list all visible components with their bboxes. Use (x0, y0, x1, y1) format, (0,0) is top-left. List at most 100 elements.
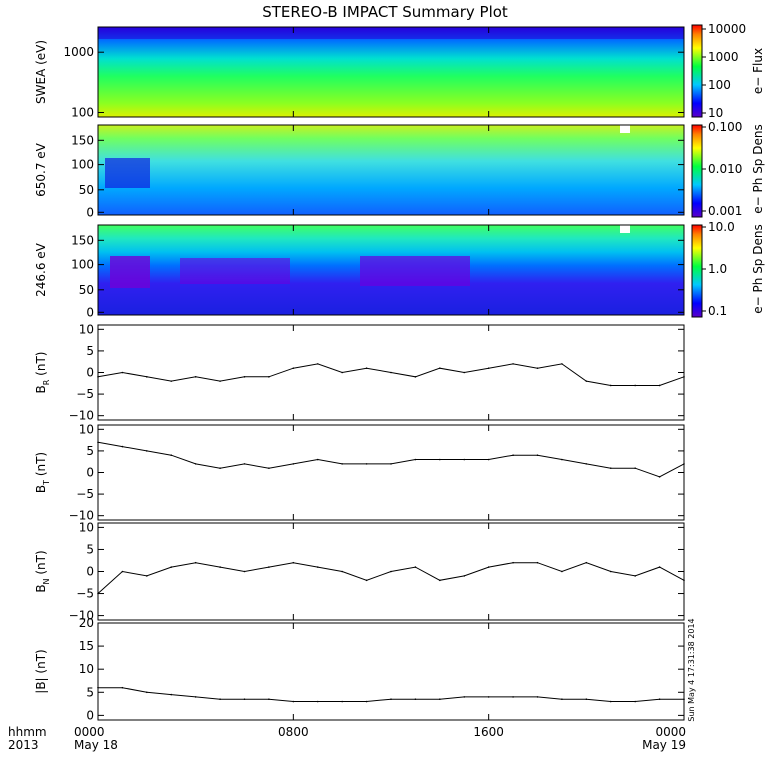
panel-3-data-point (121, 371, 124, 374)
pad650-low-region (105, 158, 150, 188)
panel-6-data-point (194, 696, 197, 698)
panel-6-data-point (292, 700, 295, 703)
panel-6-data-point (316, 700, 319, 703)
panel-3-ytick-label: 10 (79, 322, 94, 336)
panel-6-data-point (243, 698, 246, 701)
panel-3-data-point (292, 367, 295, 369)
pad246-low-region-b (180, 258, 290, 284)
pitch-angle-650eV-spectrogram (98, 125, 684, 215)
swea-energy-spectrogram (98, 27, 684, 117)
panel-2-ytick-label: 50 (79, 283, 94, 297)
panel-4-data-point (585, 463, 588, 465)
panel-6-data-point (219, 698, 221, 701)
panel-5-data-point (536, 561, 539, 564)
panel-1-ytick-label: 100 (71, 158, 94, 172)
panel-5-ytick-label: −5 (76, 587, 94, 601)
panel-4-data-point (512, 454, 514, 457)
panel-5-ytick-label: 0 (86, 565, 94, 579)
colorbar-1-tick-label: 0.100 (708, 120, 742, 134)
panel-6-data-point (463, 696, 466, 698)
panel-4-data-point (390, 463, 392, 465)
panel-3-data-point (609, 384, 612, 387)
ylabel-main: B (34, 584, 48, 592)
panel-3-data-point (414, 376, 417, 378)
panel-6-data-point (585, 698, 588, 701)
panel-6-data-point (97, 686, 99, 689)
x-tick-label: 0000 (655, 725, 686, 739)
panel-6-data-point (414, 698, 417, 701)
colorbar-2-label: e− Ph Sp Dens (751, 224, 765, 313)
panel-5-data-point (512, 561, 514, 564)
panel-3-data-point (634, 384, 636, 387)
panel-5-data-point (414, 566, 417, 568)
colorbar-1-tick-label: 0.010 (708, 162, 742, 176)
panel-5-data-point (268, 566, 270, 568)
panel-5-data-point (243, 570, 246, 573)
panel-3-ytick-label: −10 (69, 409, 94, 423)
panel-3-data-point (487, 367, 490, 369)
panel-6-ytick-label: 5 (86, 685, 94, 699)
panel-4-data-point (634, 467, 636, 469)
x-axis-year-label: 2013 (8, 738, 39, 752)
panel-6-data-point (121, 686, 124, 689)
figure-title: STEREO-B IMPACT Summary Plot (262, 3, 508, 21)
swea-heatmap-fill (98, 27, 684, 117)
panel-6-data-point (365, 700, 368, 703)
panel-6-data-point (634, 700, 636, 703)
panel-5-data-point (634, 575, 636, 577)
pitch-angle-246eV-spectrogram (98, 225, 684, 315)
colorbar-swea (691, 24, 703, 118)
panel-4-data-point (365, 463, 368, 465)
colorbar-pad246 (691, 224, 703, 318)
panel-6-data-point (512, 696, 514, 698)
pad650-heatmap-fill (98, 125, 684, 215)
panel-6-data-point (658, 698, 661, 701)
panel-4-data-point (683, 463, 685, 465)
panel-4-data-point (658, 476, 661, 478)
panel-6-data-point (341, 700, 343, 703)
panel-4-data-point (414, 458, 417, 461)
panel-3-ytick-label: −5 (76, 387, 94, 401)
panel-4-ytick-label: −5 (76, 487, 94, 501)
panel-3-data-point (463, 371, 466, 374)
panel-5-data-point (463, 575, 466, 577)
panel-0-ytick-label: 100 (71, 106, 94, 120)
panel-5-data-point (683, 579, 685, 582)
panel-4-data-point (292, 463, 295, 465)
panel-3-data-point (365, 367, 368, 369)
colorbar-1-tick-label: 0.001 (708, 204, 742, 218)
panel-1-frame (97, 124, 685, 216)
ylabel-main: B (34, 385, 48, 393)
panel-6-ytick-label: 10 (79, 662, 94, 676)
swea-heatmap-top-band (98, 27, 684, 39)
panel-1-ylabel: 650.7 eV (34, 142, 48, 197)
panel-4-ylabel: BT (nT) (34, 452, 51, 493)
panel-6-data-point (487, 696, 490, 698)
panel-4-data-point (243, 463, 246, 465)
colorbar-0-tick-label: 10000 (708, 22, 746, 36)
panel-2-frame (97, 224, 685, 316)
panel-4-data-point (121, 445, 124, 448)
panel-4-data-point (268, 467, 270, 469)
panel-3-data-point (316, 363, 319, 365)
generation-timestamp: Sun May 4 17:31:38 2014 (687, 618, 696, 721)
panel-4-data-point (561, 458, 563, 461)
panel-6-ytick-label: 15 (79, 639, 94, 653)
panel-3-data-point (268, 376, 270, 378)
panel-3-data-point (243, 376, 246, 378)
pad246-data-gap (620, 225, 630, 233)
panel-4-data-point (316, 458, 319, 461)
colorbar-0-tick-label: 100 (708, 78, 731, 92)
panel-2-ytick-label: 150 (71, 233, 94, 247)
panel-3-data-point (97, 376, 99, 378)
colorbar-2-tick-label: 10.0 (708, 220, 735, 234)
x-tick-date: May 19 (642, 738, 686, 752)
panel-4-data-point (146, 450, 148, 452)
panel-4-data-point (487, 458, 490, 461)
panel-6-data-point (683, 698, 685, 701)
panel-5-data-point (170, 566, 173, 568)
panel-5-data-point (219, 566, 221, 568)
